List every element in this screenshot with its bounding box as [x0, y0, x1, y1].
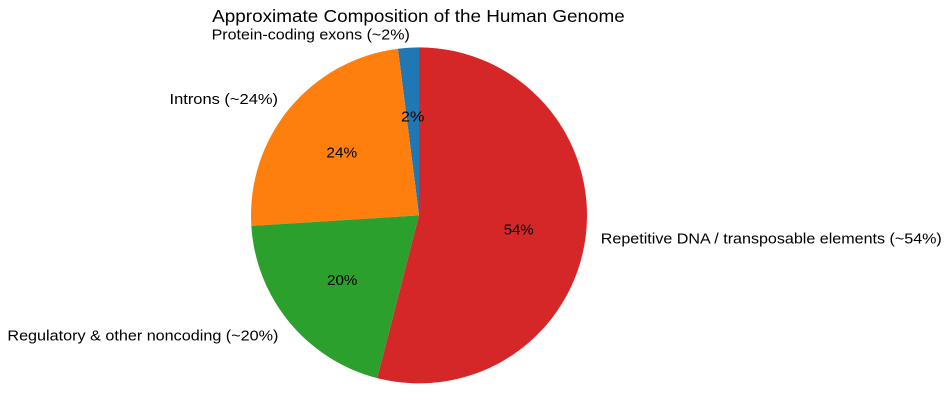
svg-text:2%: 2%	[401, 109, 424, 125]
svg-text:Introns (~24%): Introns (~24%)	[170, 92, 279, 108]
svg-text:Approximate Composition of the: Approximate Composition of the Human Gen…	[212, 6, 625, 26]
svg-text:Repetitive DNA / transposable: Repetitive DNA / transposable elements (…	[601, 232, 942, 248]
svg-text:Protein-coding exons (~2%): Protein-coding exons (~2%)	[212, 27, 410, 43]
svg-text:Regulatory & other noncoding (: Regulatory & other noncoding (~20%)	[7, 328, 278, 344]
svg-text:54%: 54%	[504, 222, 534, 238]
svg-text:24%: 24%	[326, 145, 357, 161]
svg-text:20%: 20%	[327, 273, 357, 289]
